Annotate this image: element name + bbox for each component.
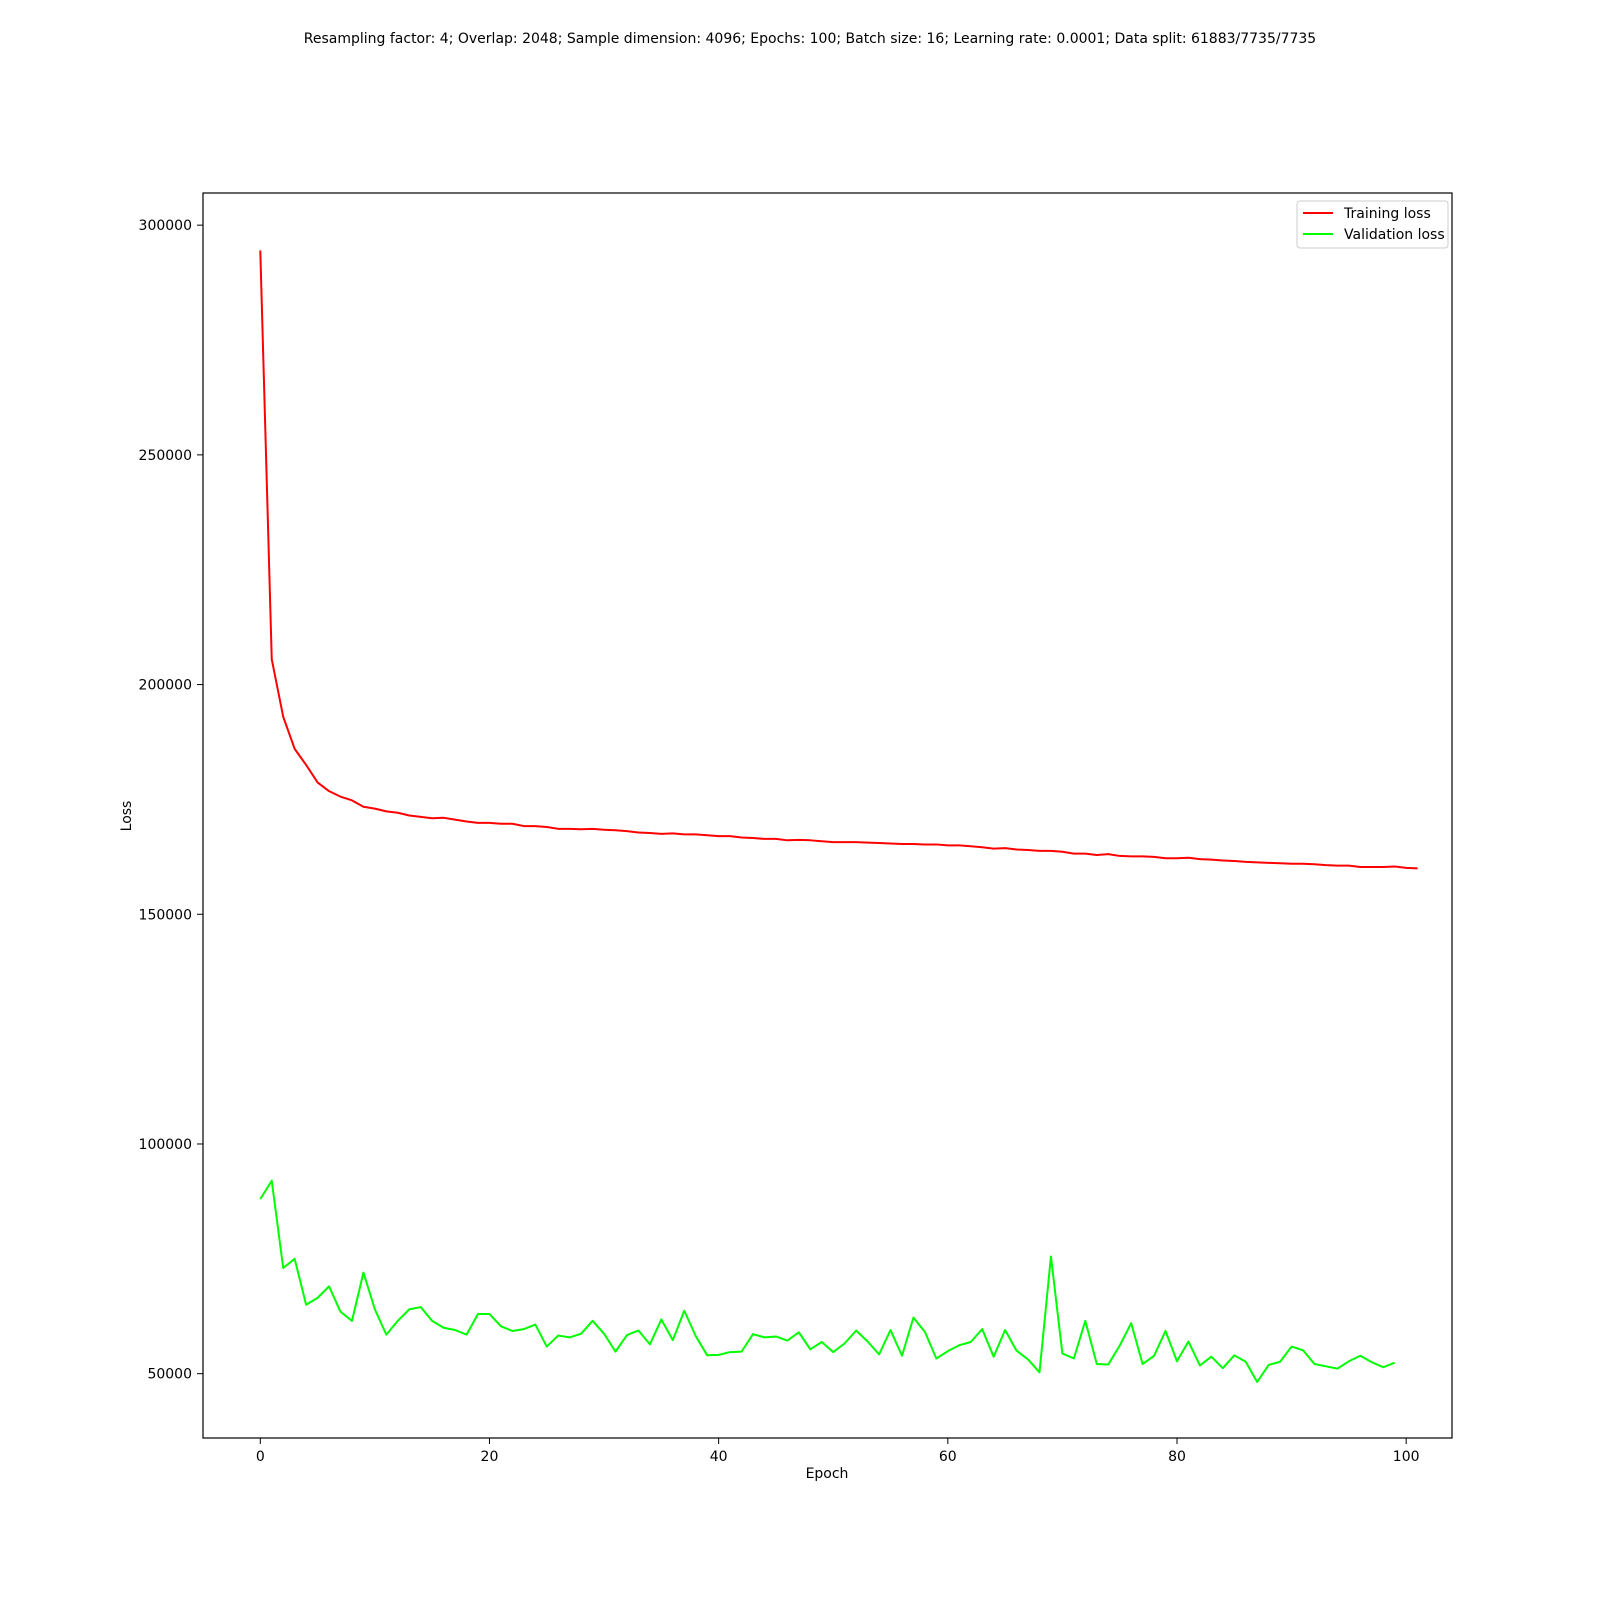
- x-tick-label: 20: [481, 1449, 499, 1465]
- legend: Training loss Validation loss: [1296, 200, 1449, 249]
- x-tick-label: 0: [256, 1449, 265, 1465]
- chart-title: Resampling factor: 4; Overlap: 2048; Sam…: [304, 31, 1316, 47]
- x-tick-label: 100: [1393, 1449, 1420, 1465]
- y-tick-label: 250000: [139, 448, 192, 464]
- legend-label-validation-loss: Validation loss: [1344, 227, 1445, 243]
- y-axis-label: Loss: [119, 801, 135, 832]
- x-tick-label: 80: [1168, 1449, 1186, 1465]
- y-axis: 50000 100000 150000 200000 250000 300000: [139, 218, 203, 1383]
- training-loss-line: [259, 250, 1418, 870]
- y-tick-label: 150000: [139, 907, 192, 923]
- y-tick-label: 100000: [139, 1137, 192, 1153]
- y-tick-label: 50000: [147, 1367, 192, 1383]
- x-tick-label: 60: [939, 1449, 957, 1465]
- legend-label-training-loss: Training loss: [1343, 206, 1431, 222]
- series-layer: [259, 250, 1418, 1383]
- plot-frame: [202, 192, 1453, 1439]
- validation-loss-line: [259, 1179, 1396, 1383]
- y-tick-label: 300000: [139, 218, 192, 234]
- x-axis: 0 20 40 60 80 100: [256, 1438, 1420, 1465]
- plot-area: [203, 193, 1452, 1438]
- x-axis-label: Epoch: [806, 1466, 849, 1482]
- legend-box: [1296, 200, 1449, 249]
- y-tick-label: 200000: [139, 678, 192, 694]
- x-tick-label: 40: [710, 1449, 728, 1465]
